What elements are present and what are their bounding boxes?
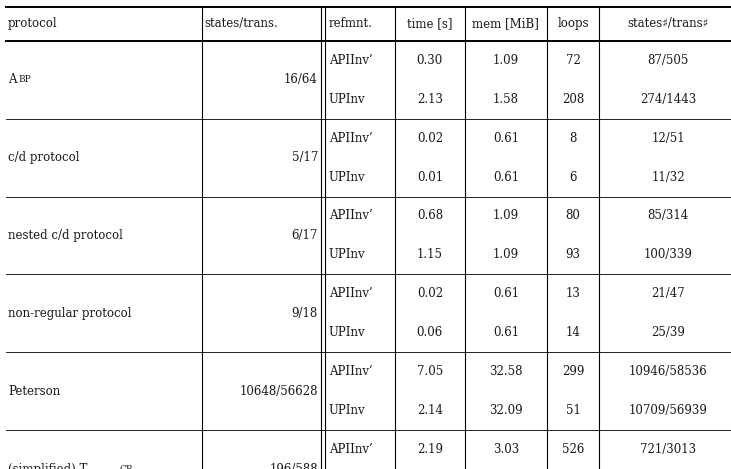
Text: 10946/58536: 10946/58536: [629, 365, 708, 378]
Text: APIInv’: APIInv’: [329, 132, 373, 144]
Text: 1.58: 1.58: [493, 93, 519, 106]
Text: CP: CP: [119, 464, 132, 469]
Text: 526: 526: [562, 443, 584, 456]
Text: 0.61: 0.61: [493, 132, 519, 144]
Text: (simplified) T: (simplified) T: [8, 462, 88, 469]
Text: UPInv: UPInv: [329, 326, 366, 339]
Text: 51: 51: [566, 404, 580, 417]
Text: 10709/56939: 10709/56939: [629, 404, 708, 417]
Text: A: A: [8, 73, 17, 86]
Text: 13: 13: [566, 287, 580, 300]
Text: BP: BP: [18, 75, 31, 84]
Text: states♯/trans♯: states♯/trans♯: [627, 17, 709, 30]
Text: 32.58: 32.58: [489, 365, 523, 378]
Text: UPInv: UPInv: [329, 171, 366, 183]
Text: 100/339: 100/339: [644, 249, 692, 261]
Text: 274/1443: 274/1443: [640, 93, 696, 106]
Text: 0.68: 0.68: [417, 210, 443, 222]
Text: 2.14: 2.14: [417, 404, 443, 417]
Text: 1.09: 1.09: [493, 54, 519, 67]
Text: 16/64: 16/64: [284, 73, 318, 86]
Text: APIInv’: APIInv’: [329, 443, 373, 456]
Text: UPInv: UPInv: [329, 93, 366, 106]
Text: 196/588: 196/588: [269, 462, 318, 469]
Text: 0.61: 0.61: [493, 326, 519, 339]
Text: 6/17: 6/17: [292, 229, 318, 242]
Text: 0.61: 0.61: [493, 171, 519, 183]
Text: 12/51: 12/51: [651, 132, 685, 144]
Text: APIInv’: APIInv’: [329, 365, 373, 378]
Text: APIInv’: APIInv’: [329, 287, 373, 300]
Text: mem [MiB]: mem [MiB]: [472, 17, 539, 30]
Text: time [s]: time [s]: [407, 17, 452, 30]
Text: states/trans.: states/trans.: [204, 17, 278, 30]
Text: protocol: protocol: [8, 17, 58, 30]
Text: 3.03: 3.03: [493, 443, 519, 456]
Text: non-regular protocol: non-regular protocol: [8, 307, 132, 320]
Text: c/d protocol: c/d protocol: [8, 151, 80, 164]
Text: 14: 14: [566, 326, 580, 339]
Text: refmnt.: refmnt.: [328, 17, 372, 30]
Text: 1.09: 1.09: [493, 249, 519, 261]
Text: 0.02: 0.02: [417, 287, 443, 300]
Text: 0.02: 0.02: [417, 132, 443, 144]
Text: 721/3013: 721/3013: [640, 443, 696, 456]
Text: UPInv: UPInv: [329, 249, 366, 261]
Text: 80: 80: [566, 210, 580, 222]
Text: 1.09: 1.09: [493, 210, 519, 222]
Text: APIInv’: APIInv’: [329, 210, 373, 222]
Text: 32.09: 32.09: [489, 404, 523, 417]
Text: 21/47: 21/47: [651, 287, 685, 300]
Text: 72: 72: [566, 54, 580, 67]
Text: 1.15: 1.15: [417, 249, 443, 261]
Text: loops: loops: [557, 17, 589, 30]
Text: 85/314: 85/314: [648, 210, 689, 222]
Text: APIInv’: APIInv’: [329, 54, 373, 67]
Text: 11/32: 11/32: [651, 171, 685, 183]
Text: nested c/d protocol: nested c/d protocol: [8, 229, 123, 242]
Text: 93: 93: [566, 249, 580, 261]
Text: UPInv: UPInv: [329, 404, 366, 417]
Text: 10648/56628: 10648/56628: [240, 385, 318, 398]
Text: 5/17: 5/17: [292, 151, 318, 164]
Text: 0.06: 0.06: [417, 326, 443, 339]
Text: 0.61: 0.61: [493, 287, 519, 300]
Text: 25/39: 25/39: [651, 326, 685, 339]
Text: 2.13: 2.13: [417, 93, 443, 106]
Text: Peterson: Peterson: [8, 385, 60, 398]
Text: 0.30: 0.30: [417, 54, 443, 67]
Text: 2.19: 2.19: [417, 443, 443, 456]
Text: 8: 8: [569, 132, 577, 144]
Text: 6: 6: [569, 171, 577, 183]
Text: 87/505: 87/505: [648, 54, 689, 67]
Text: 299: 299: [562, 365, 584, 378]
Text: 0.01: 0.01: [417, 171, 443, 183]
Text: 208: 208: [562, 93, 584, 106]
Text: 9/18: 9/18: [292, 307, 318, 320]
Text: 7.05: 7.05: [417, 365, 443, 378]
